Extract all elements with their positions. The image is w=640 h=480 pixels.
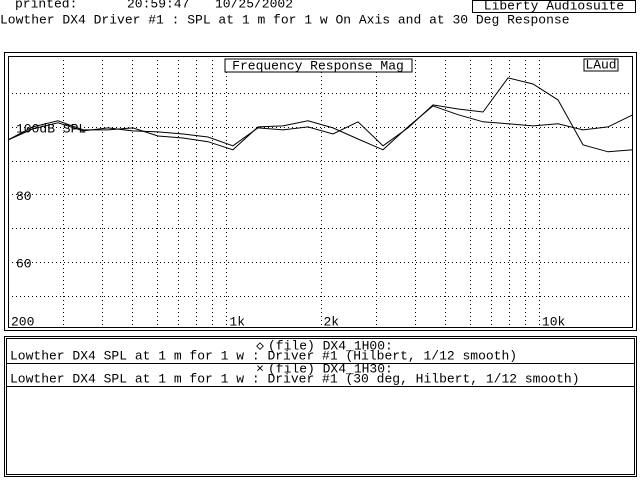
legend-name: (file) DX4_1H30: — [268, 361, 393, 376]
series-line — [7, 77, 634, 153]
legend-marker: ◇ — [256, 338, 264, 353]
printed-label: printed: — [15, 0, 77, 11]
app-box — [472, 0, 636, 13]
y-tick-label: 60 — [16, 256, 32, 271]
plot-frame — [4, 52, 637, 331]
y-tick-label: 80 — [16, 189, 32, 204]
x-tick-label: 10k — [542, 314, 566, 329]
legend-name: (file) DX4_1H00: — [268, 338, 393, 353]
legend-frame — [4, 336, 637, 477]
x-tick-label: 2k — [324, 314, 340, 329]
grid — [8, 56, 633, 328]
x-tick-label: 200 — [11, 314, 34, 329]
page-title: Lowther DX4 Driver #1 : SPL at 1 m for 1… — [0, 12, 570, 27]
chart-title-box — [224, 58, 413, 73]
plot-area — [8, 56, 633, 328]
printed-time: 20:59:47 — [127, 0, 189, 11]
badge: LAud — [585, 57, 616, 72]
chart-title: Frequency Response Mag — [232, 58, 404, 73]
legend-inner — [6, 338, 635, 475]
legend-description: Lowther DX4 SPL at 1 m for 1 w : Driver … — [10, 348, 517, 363]
badge-box — [583, 58, 619, 72]
app-name: Liberty Audiosuite — [484, 0, 624, 13]
legend-description: Lowther DX4 SPL at 1 m for 1 w : Driver … — [10, 371, 580, 386]
series-line — [7, 105, 634, 151]
printed-date: 10/25/2002 — [215, 0, 293, 11]
x-tick-label: 1k — [229, 314, 245, 329]
legend: ◇ (file) DX4_1H00:Lowther DX4 SPL at 1 m … — [6, 338, 634, 387]
legend-marker: × — [256, 361, 264, 376]
